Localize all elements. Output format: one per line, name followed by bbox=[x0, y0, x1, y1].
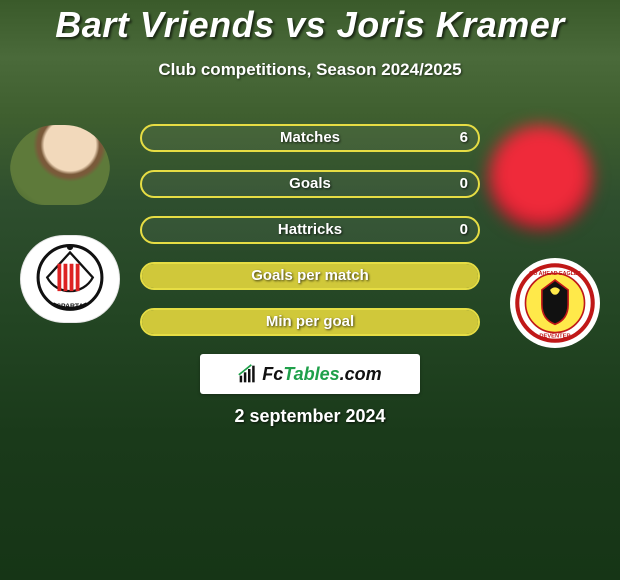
stat-row: Min per goal bbox=[140, 308, 480, 336]
branding-badge: FcTables.com bbox=[200, 354, 420, 394]
brand-com: .com bbox=[340, 364, 382, 385]
page-title: Bart Vriends vs Joris Kramer bbox=[0, 4, 620, 46]
stat-row: Goals per match bbox=[140, 262, 480, 290]
stat-right-value: 0 bbox=[460, 172, 468, 196]
brand-fc: Fc bbox=[262, 364, 283, 385]
player-left-avatar bbox=[10, 125, 110, 205]
svg-text:SPARTA: SPARTA bbox=[56, 303, 83, 310]
comparison-card: Bart Vriends vs Joris Kramer Club compet… bbox=[0, 0, 620, 580]
page-subtitle: Club competitions, Season 2024/2025 bbox=[0, 60, 620, 80]
stats-list: Matches 6 Goals 0 Hattricks 0 Goals per … bbox=[140, 124, 480, 354]
stat-row: Goals 0 bbox=[140, 170, 480, 198]
stat-fill bbox=[142, 264, 478, 288]
stat-row: Matches 6 bbox=[140, 124, 480, 152]
stat-label: Hattricks bbox=[142, 218, 478, 242]
bar-chart-icon bbox=[238, 364, 258, 384]
stat-right-value: 0 bbox=[460, 218, 468, 242]
stat-fill bbox=[142, 310, 478, 334]
player-right-avatar bbox=[488, 125, 593, 230]
date-caption: 2 september 2024 bbox=[0, 406, 620, 427]
club-right-badge: GO AHEAD EAGLES DEVENTER bbox=[510, 258, 600, 348]
go-ahead-eagles-logo-icon: GO AHEAD EAGLES DEVENTER bbox=[514, 262, 596, 344]
stat-row: Hattricks 0 bbox=[140, 216, 480, 244]
stat-right-value: 6 bbox=[460, 126, 468, 150]
club-left-badge: SPARTA bbox=[20, 235, 120, 323]
brand-tables: Tables bbox=[283, 364, 339, 385]
sparta-logo-icon: SPARTA bbox=[26, 241, 114, 317]
svg-text:DEVENTER: DEVENTER bbox=[539, 333, 571, 339]
stat-label: Matches bbox=[142, 126, 478, 150]
svg-text:GO AHEAD EAGLES: GO AHEAD EAGLES bbox=[529, 271, 581, 277]
stat-label: Goals bbox=[142, 172, 478, 196]
